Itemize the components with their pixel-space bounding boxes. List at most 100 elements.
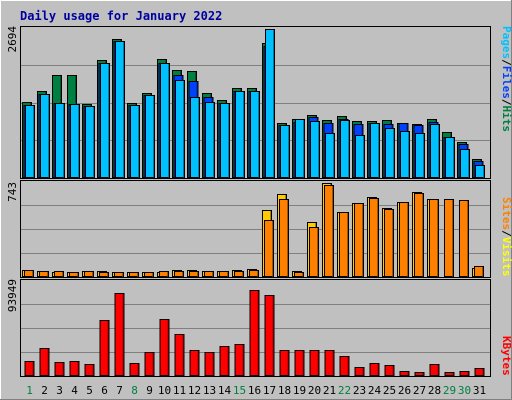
- chart-title: Daily usage for January 2022: [20, 9, 222, 23]
- bar-sites-day-13: [204, 271, 214, 277]
- bar-kbytes-day-11: [174, 334, 185, 376]
- bar-kbytes-day-10: [159, 319, 170, 376]
- bar-kbytes-day-22: [339, 356, 350, 376]
- legend-item-0: Sites: [500, 197, 512, 230]
- bar-kbytes-day-21: [324, 350, 335, 376]
- bar-pages-day-31: [475, 165, 485, 178]
- bar-kbytes-day-20: [309, 350, 320, 376]
- legend-item-1: /: [500, 59, 512, 66]
- bar-sites-day-4: [69, 272, 79, 277]
- x-tick-label-25: 25: [383, 384, 396, 397]
- bar-sites-day-9: [144, 272, 154, 277]
- bar-sites-day-21: [324, 185, 334, 277]
- bar-pages-day-18: [280, 125, 290, 178]
- x-tick-label-23: 23: [353, 384, 366, 397]
- legend-item-3: /: [500, 99, 512, 106]
- bar-pages-day-25: [385, 128, 395, 178]
- bar-sites-day-29: [444, 199, 454, 277]
- bar-kbytes-day-9: [144, 352, 155, 376]
- legend-item-1: /: [500, 230, 512, 237]
- bar-pages-day-1: [25, 105, 35, 178]
- x-tick-label-9: 9: [146, 384, 153, 397]
- x-tick-label-29: 29: [443, 384, 456, 397]
- bar-kbytes-day-5: [84, 364, 95, 376]
- bar-pages-day-5: [85, 106, 95, 178]
- bar-pages-day-11: [175, 80, 185, 178]
- x-axis-day-labels: 1 2 3 4 5 6 7 8 9 10 11 12 13 14 15 16 17 18 19 20 21 22 23 24 2…: [26, 384, 486, 397]
- bar-kbytes-day-3: [54, 362, 65, 376]
- bar-sites-day-25: [384, 209, 394, 277]
- bar-sites-day-19: [294, 272, 304, 277]
- panel-visits-ymax-label: 743: [6, 182, 19, 202]
- bar-pages-day-20: [310, 121, 320, 178]
- bar-pages-day-26: [400, 131, 410, 178]
- legend-item-2: Visits: [500, 237, 512, 277]
- x-tick-label-30: 30: [458, 384, 471, 397]
- bar-sites-day-15: [234, 271, 244, 277]
- x-tick-label-20: 20: [308, 384, 321, 397]
- bar-pages-day-16: [250, 91, 260, 178]
- bar-sites-day-5: [84, 271, 94, 277]
- bar-pages-day-28: [430, 124, 440, 178]
- bar-kbytes-day-23: [354, 367, 365, 376]
- x-tick-label-13: 13: [203, 384, 216, 397]
- bar-sites-day-27: [414, 193, 424, 277]
- legend-item-4: Hits: [500, 106, 512, 133]
- bar-pages-day-17: [265, 29, 275, 178]
- bar-kbytes-day-27: [414, 372, 425, 376]
- x-tick-label-28: 28: [428, 384, 441, 397]
- bar-pages-day-15: [235, 91, 245, 178]
- bar-pages-day-14: [220, 103, 230, 178]
- panel-visits-legend: Sites/Visits: [500, 197, 512, 277]
- bar-kbytes-day-26: [399, 371, 410, 376]
- bar-sites-day-24: [369, 198, 379, 277]
- bar-pages-day-7: [115, 41, 125, 178]
- x-tick-label-22: 22: [338, 384, 351, 397]
- x-tick-label-24: 24: [368, 384, 382, 397]
- bar-sites-day-1: [24, 270, 34, 277]
- bar-sites-day-2: [39, 271, 49, 277]
- panel-kbytes-legend: KBytes: [500, 336, 512, 376]
- bar-pages-day-30: [460, 149, 470, 178]
- bar-kbytes-day-7: [114, 293, 125, 376]
- x-tick-label-6: 6: [101, 384, 108, 397]
- x-tick-label-18: 18: [278, 384, 291, 397]
- bar-kbytes-day-31: [474, 368, 485, 376]
- bar-pages-day-27: [415, 133, 425, 178]
- x-tick-label-1: 1: [26, 384, 33, 397]
- bar-sites-day-28: [429, 199, 439, 277]
- bar-pages-day-4: [70, 104, 80, 178]
- bar-pages-day-6: [100, 63, 110, 178]
- bar-pages-day-10: [160, 63, 170, 178]
- bar-kbytes-day-30: [459, 371, 470, 376]
- bar-sites-day-11: [174, 271, 184, 277]
- bar-kbytes-day-12: [189, 350, 200, 376]
- bar-kbytes-day-24: [369, 363, 380, 376]
- x-tick-label-5: 5: [86, 384, 93, 397]
- bar-sites-day-3: [54, 271, 64, 277]
- bar-kbytes-day-4: [69, 361, 80, 376]
- x-tick-label-21: 21: [323, 384, 336, 397]
- x-tick-label-12: 12: [188, 384, 201, 397]
- bar-sites-day-20: [309, 227, 319, 277]
- legend-item-2: Files: [500, 66, 512, 99]
- bar-kbytes-day-28: [429, 364, 440, 376]
- bar-kbytes-day-6: [99, 320, 110, 376]
- panel-hits-legend: Pages/Files/Hits: [500, 26, 512, 132]
- bar-sites-day-30: [459, 200, 469, 277]
- bar-sites-day-17: [264, 220, 274, 277]
- legend-item-0: Pages: [500, 26, 512, 59]
- bar-pages-day-23: [355, 135, 365, 178]
- x-tick-label-3: 3: [56, 384, 63, 397]
- bar-kbytes-day-17: [264, 295, 275, 376]
- legend-item-0: KBytes: [500, 336, 512, 376]
- bar-sites-day-10: [159, 271, 169, 277]
- bar-sites-day-16: [249, 270, 259, 277]
- bar-sites-day-14: [219, 271, 229, 277]
- x-tick-label-2: 2: [41, 384, 48, 397]
- x-tick-label-31: 31: [473, 384, 486, 397]
- bar-pages-day-8: [130, 105, 140, 178]
- bar-kbytes-day-19: [294, 350, 305, 376]
- x-tick-label-26: 26: [398, 384, 411, 397]
